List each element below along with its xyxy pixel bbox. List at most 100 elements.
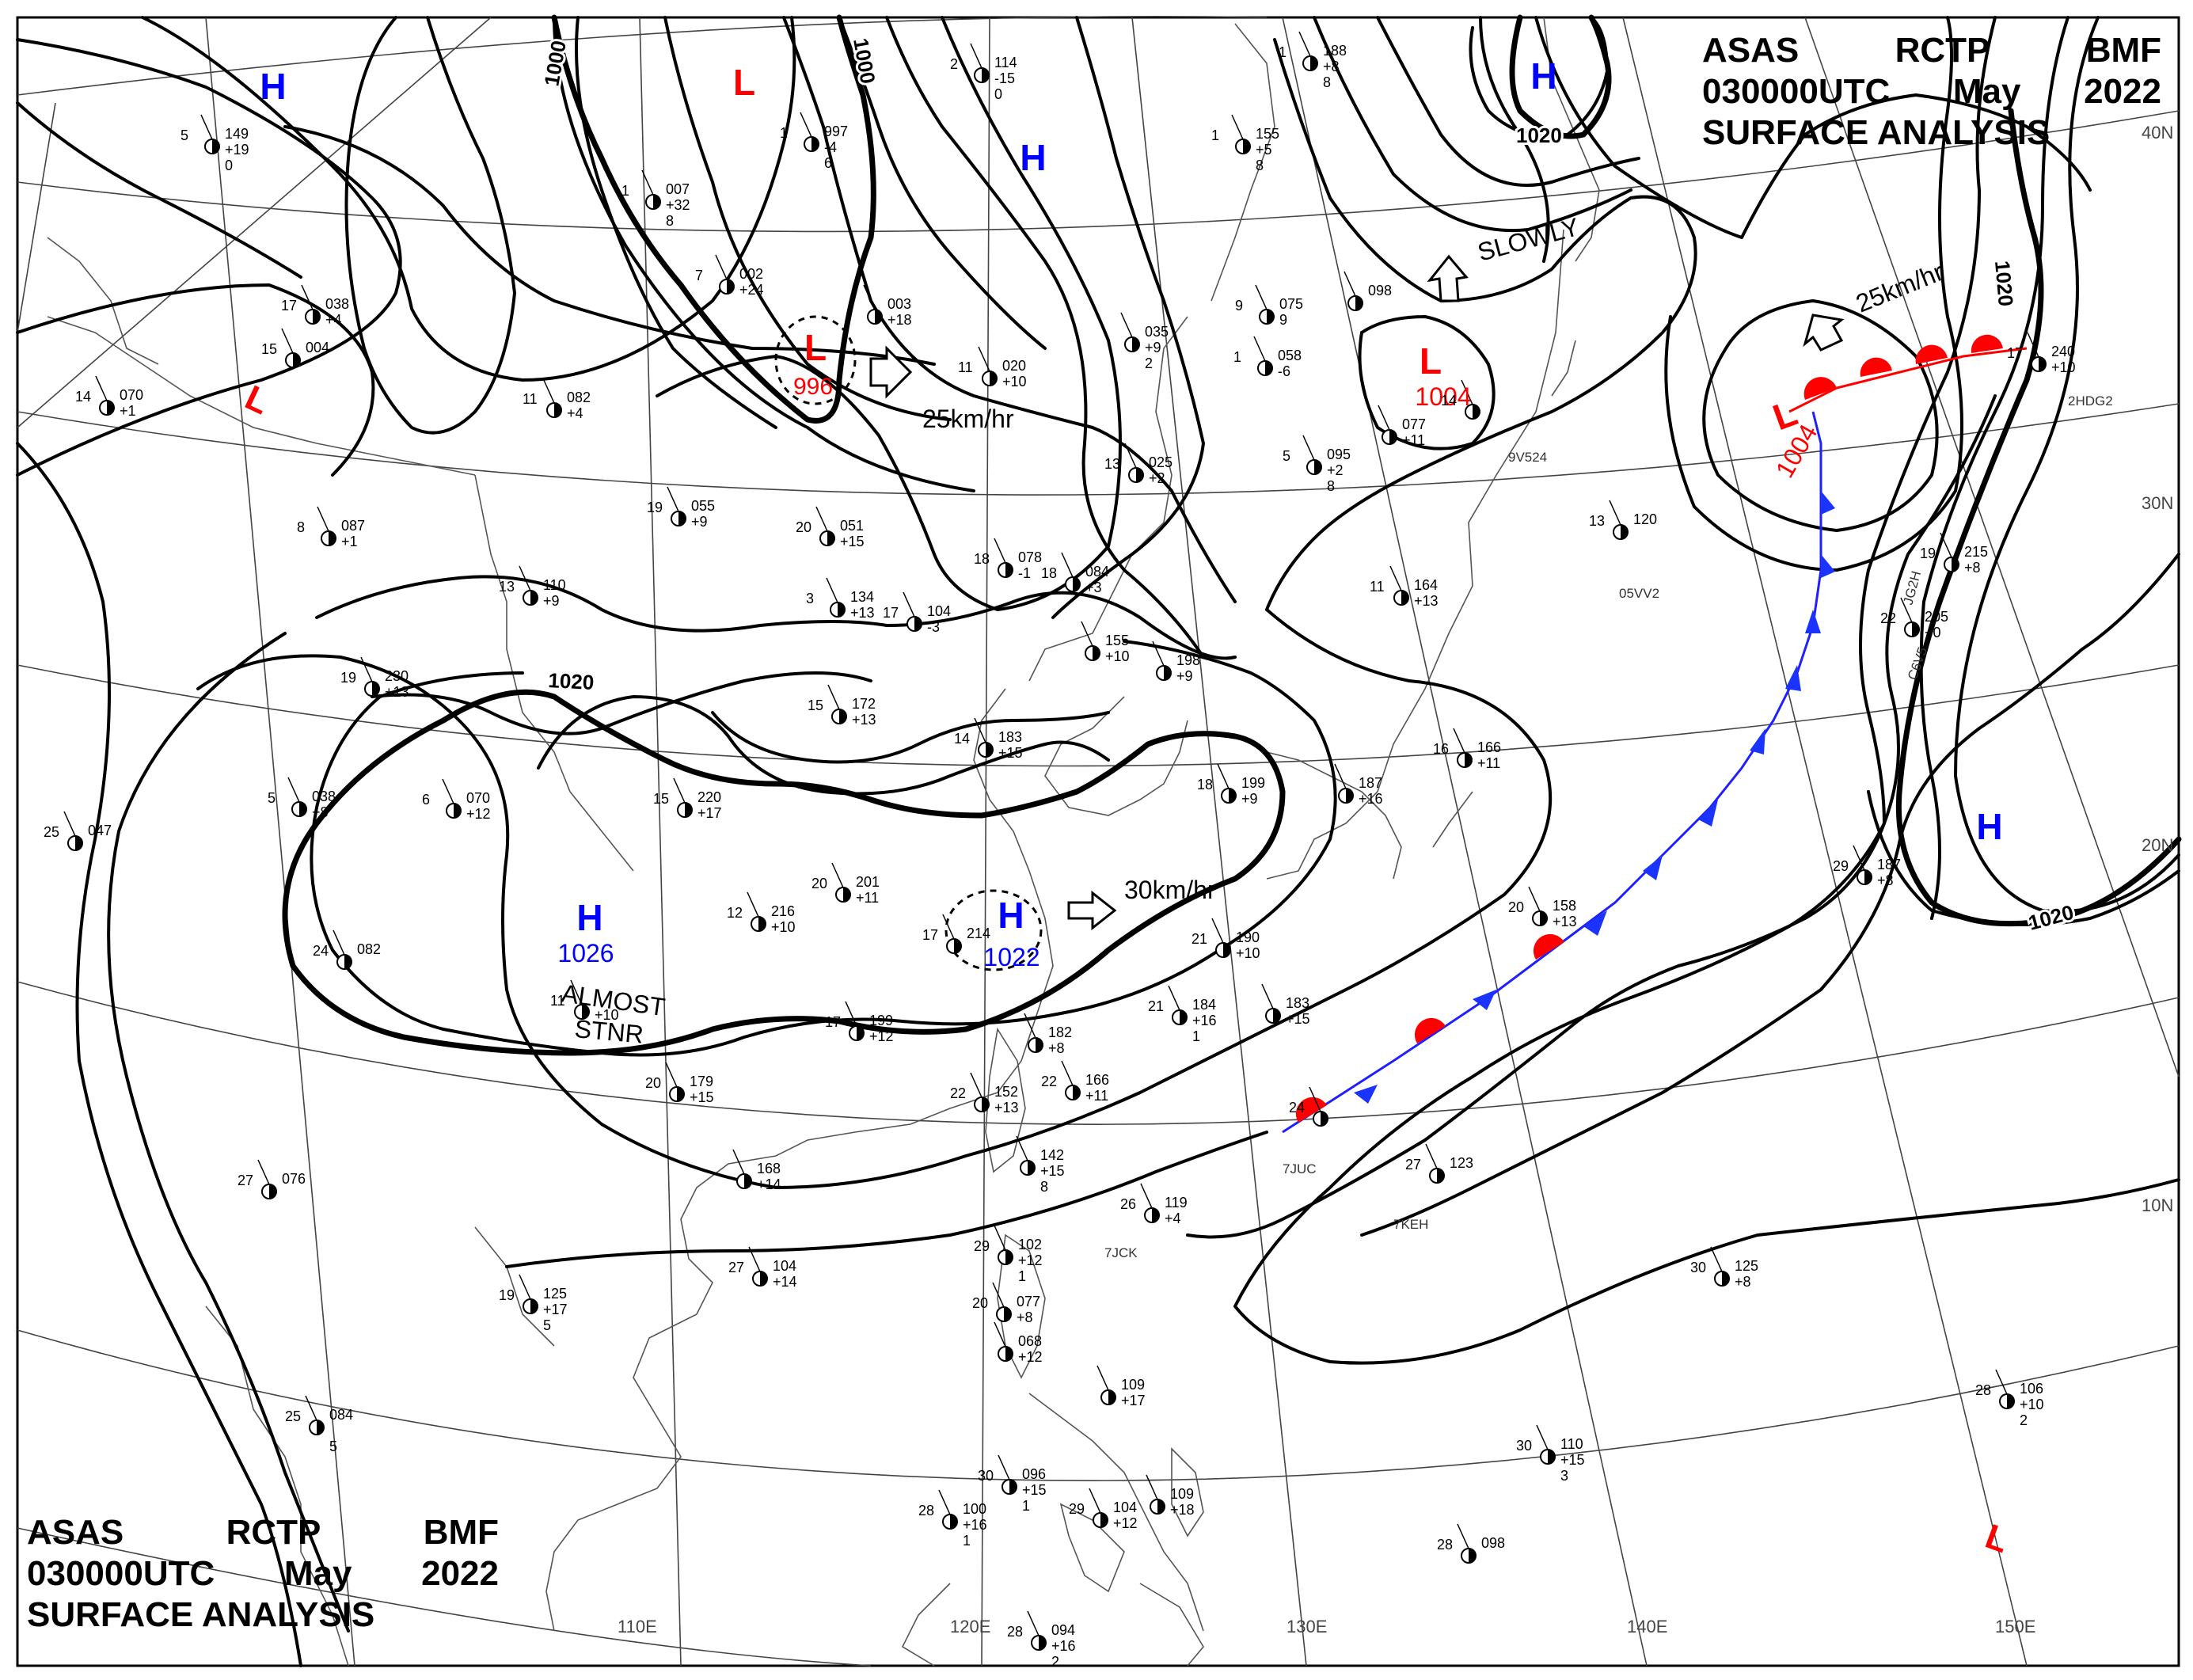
station-pressure: 179 <box>690 1074 713 1089</box>
coastline <box>545 1313 697 1632</box>
station-tendency: +9 <box>1176 668 1193 684</box>
station-plot <box>1168 985 1188 1025</box>
station-tendency: +12 <box>1018 1349 1043 1365</box>
warm-front-bulb <box>1803 377 1837 400</box>
station-plot <box>1457 1523 1477 1564</box>
station-plot <box>1061 552 1081 592</box>
station-temperature: 28 <box>918 1503 934 1518</box>
station-tendency: +14 <box>757 1176 781 1192</box>
isobar <box>1358 315 1496 450</box>
station-plot <box>1016 1135 1036 1176</box>
station-pressure: 098 <box>1481 1535 1505 1551</box>
station-plot <box>333 929 352 970</box>
wind-barb <box>994 1321 1006 1347</box>
wind-barb <box>287 777 300 803</box>
warm-front-bulb <box>1414 1017 1446 1043</box>
station-pressure: 184 <box>1192 997 1216 1013</box>
station-plot <box>1302 435 1322 475</box>
station-plot <box>281 328 301 368</box>
isobar-label: 1020 <box>548 668 595 694</box>
station-weather-code: 5 <box>329 1439 337 1454</box>
station-cloud-fill <box>299 802 306 816</box>
station-weather-code: 3 <box>1560 1468 1568 1484</box>
station-tendency: +12 <box>1113 1515 1138 1531</box>
station-temperature: 29 <box>1069 1501 1085 1517</box>
station-cloud-fill <box>982 68 989 82</box>
station-pressure: 070 <box>120 387 143 403</box>
station-plot <box>942 914 962 954</box>
warm-front-bulb <box>1533 933 1564 960</box>
station-tendency: +11 <box>1477 755 1500 771</box>
station-weather-code: 8 <box>1256 158 1264 173</box>
station-plot <box>1027 1610 1047 1651</box>
station-pressure: 068 <box>1018 1333 1042 1349</box>
cold-front-barb <box>1698 800 1718 827</box>
station-weather-code: 6 <box>824 155 832 171</box>
station-tendency: -6 <box>1278 363 1290 379</box>
station-tendency: +9 <box>1241 791 1258 807</box>
meridian-line <box>1282 17 1648 1667</box>
station-temperature: 30 <box>1516 1438 1532 1454</box>
station-plot <box>257 1159 277 1199</box>
station-tendency: +0 <box>1925 625 1941 640</box>
station-tendency: +10 <box>1236 945 1260 961</box>
station-cloud-fill <box>760 1271 767 1286</box>
isobar <box>16 101 302 279</box>
coastline <box>1139 1583 1204 1667</box>
station-temperature: 11 <box>958 359 973 375</box>
movement-texts: 25km/hr SLOWLY 25km/hr 30km/hr ALMOST ST… <box>560 212 1948 1048</box>
isobar <box>141 16 796 382</box>
station-tendency: +11 <box>1402 432 1425 448</box>
wind-barb <box>257 1159 270 1185</box>
station-pressure: 240 <box>2051 344 2075 359</box>
station-tendency: +13 <box>852 712 876 728</box>
wind-barb <box>998 1454 1010 1480</box>
station-tendency: +10 <box>1002 374 1027 390</box>
station-temperature: 21 <box>1148 998 1164 1014</box>
wind-barb <box>831 862 844 888</box>
station-pressure: 201 <box>856 874 880 890</box>
meridian-line <box>1622 17 2028 1667</box>
header-month: May <box>283 1554 352 1593</box>
station-temperature: 1 <box>780 125 788 141</box>
low-center-value: 996 <box>793 374 833 400</box>
ship-id: 9V524 <box>1508 450 1547 465</box>
station-cloud-fill <box>1265 361 1272 375</box>
lat-label: 10N <box>2142 1195 2173 1215</box>
isobar <box>1664 16 1963 572</box>
station-pressure: 098 <box>1368 283 1392 298</box>
station-tendency: +9 <box>691 514 708 530</box>
header-valid-time: 030000UTC <box>1702 72 1891 111</box>
station-plot <box>970 1072 990 1112</box>
station-temperature: 27 <box>238 1173 253 1188</box>
station-plot <box>1096 1365 1116 1405</box>
station-weather-code: 1 <box>1192 1028 1200 1044</box>
station-tendency: +5 <box>1256 142 1272 158</box>
cold-front-barb <box>1821 554 1835 578</box>
station-tendency: +17 <box>543 1302 568 1317</box>
station-cloud-fill <box>1157 1499 1165 1514</box>
station-plot <box>317 506 336 546</box>
isobars-bold <box>282 14 2182 1056</box>
movement-speed-label: 30km/hr <box>1124 876 1216 904</box>
station-plot <box>970 43 990 83</box>
station-pressure: 082 <box>567 390 591 405</box>
station-pressure: 055 <box>691 498 715 514</box>
wind-barb <box>1024 1013 1036 1039</box>
station-temperature: 20 <box>972 1295 988 1311</box>
station-pressure: 002 <box>739 266 763 282</box>
station-cloud-fill <box>875 310 882 324</box>
station-temperature: 15 <box>808 697 823 713</box>
station-pressure: 164 <box>1414 577 1438 593</box>
wind-barb <box>1710 1246 1723 1272</box>
station-cloud-fill <box>1273 1009 1280 1023</box>
wind-barb <box>1168 985 1180 1011</box>
station-weather-code: 1 <box>963 1533 971 1549</box>
station-tendency: +19 <box>225 142 249 158</box>
cold-front-barb <box>1805 610 1821 633</box>
wind-barb <box>815 506 828 532</box>
header-year: 2022 <box>2084 72 2161 111</box>
station-cloud-fill <box>372 682 379 696</box>
station-pressure: 183 <box>998 729 1022 745</box>
wind-barb <box>317 506 329 532</box>
